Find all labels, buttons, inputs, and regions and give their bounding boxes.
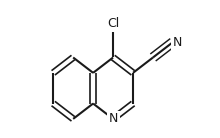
Text: N: N [108,112,118,125]
Text: Cl: Cl [107,17,119,30]
Text: N: N [173,36,182,49]
